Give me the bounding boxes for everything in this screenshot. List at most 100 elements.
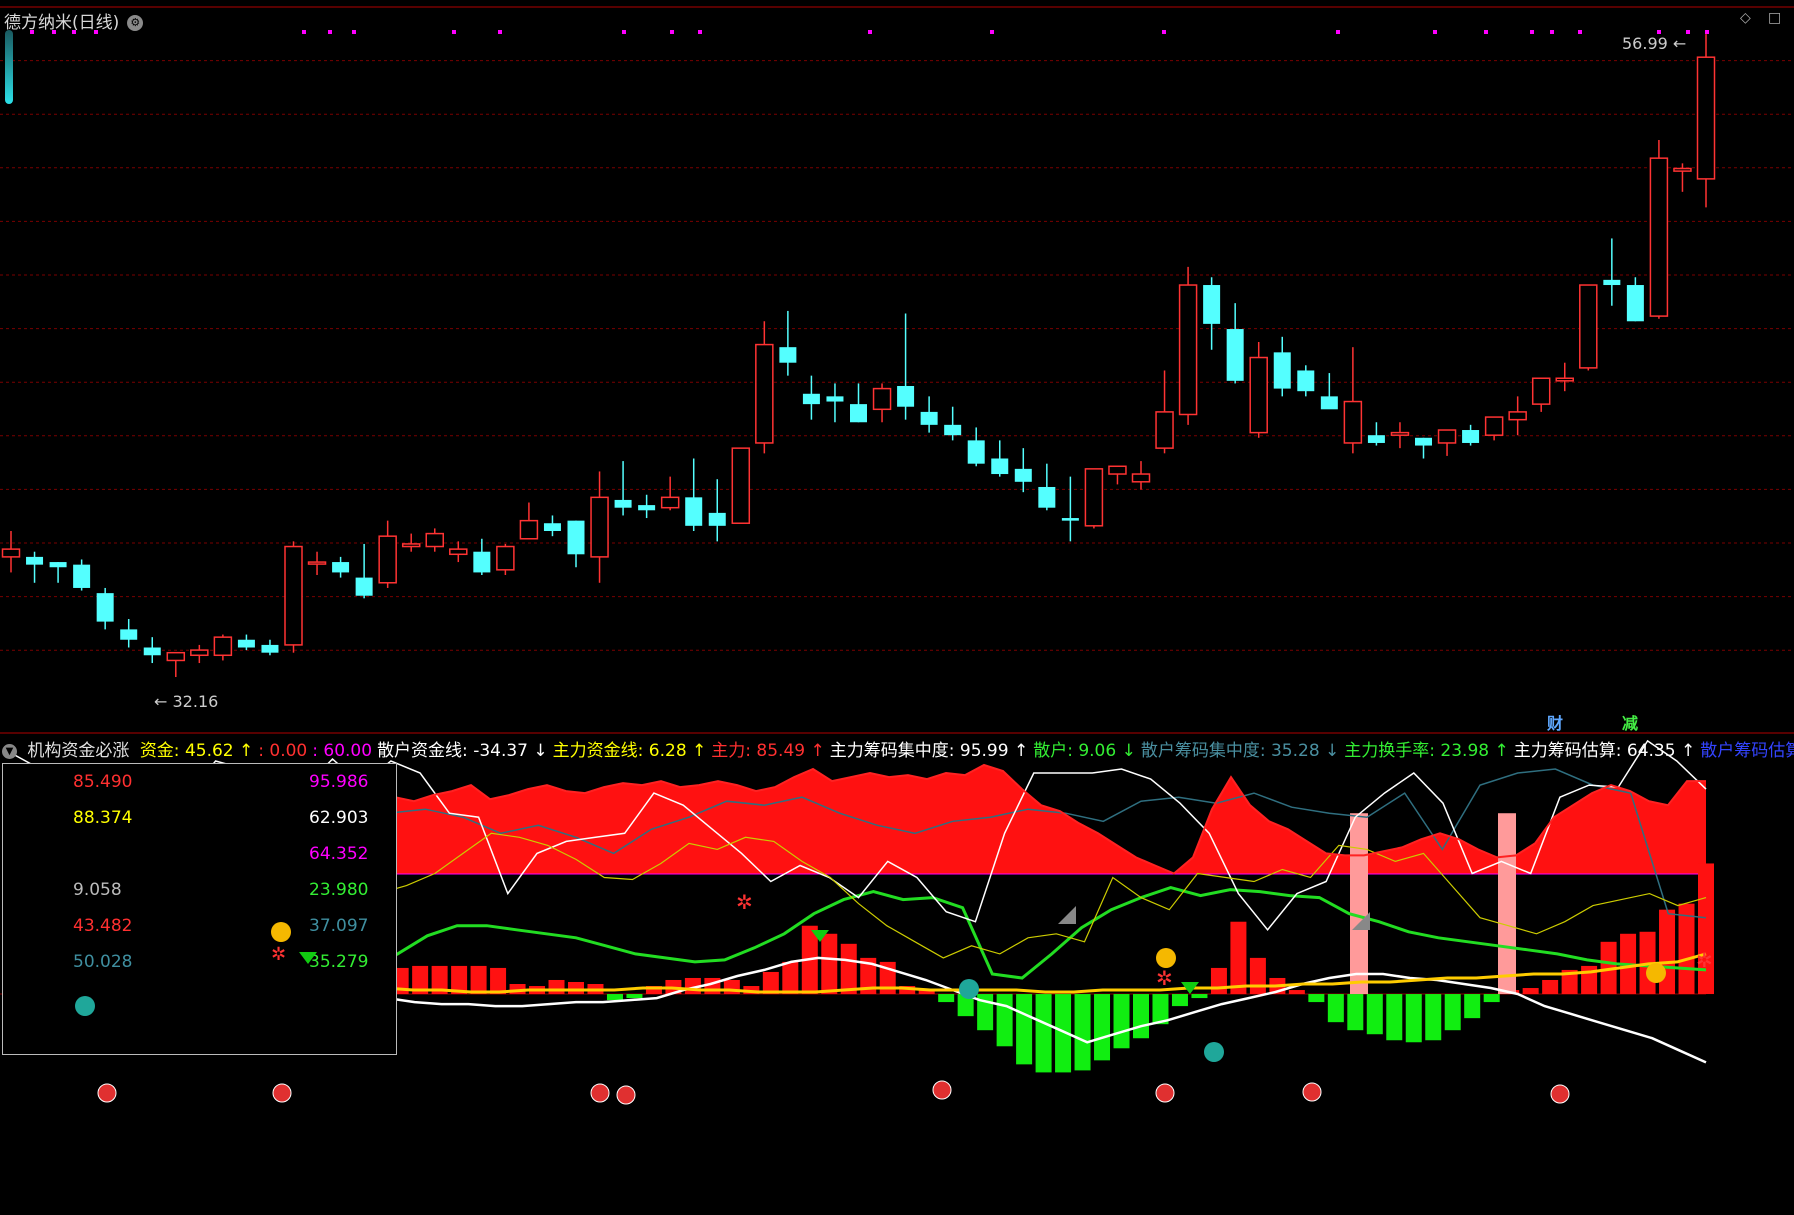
candle-body xyxy=(826,396,844,402)
sell-buy-marker xyxy=(932,1080,952,1100)
candle-body xyxy=(802,393,820,405)
down-signal-icon xyxy=(75,996,95,1016)
gear-icon[interactable]: ⚙ xyxy=(127,15,144,31)
fund-bar xyxy=(1678,903,1695,995)
candle-body xyxy=(213,636,233,657)
signal-markers: ✲ ✲ ✲ xyxy=(97,890,1713,1105)
fund-bar xyxy=(1152,994,1169,1025)
candle-body xyxy=(1038,486,1056,508)
finance-tag[interactable]: 财 xyxy=(1547,714,1564,733)
candle-body xyxy=(1131,473,1151,483)
indicator-field-3: 散户资金线: -34.37 ↓ xyxy=(377,741,548,761)
up-signal-icon xyxy=(271,922,291,942)
fund-bar xyxy=(1698,863,1714,995)
indicator-field-8: 散户筹码集中度: 35.28 ↓ xyxy=(1140,741,1340,761)
fund-bar xyxy=(1386,994,1403,1041)
candle-body xyxy=(1249,356,1268,434)
signal-dot xyxy=(1336,30,1340,34)
collapse-icon[interactable]: ▼ xyxy=(2,743,17,759)
candle-body xyxy=(614,499,632,508)
readout-right-5: 35.279 xyxy=(309,952,369,972)
value-readout-panel: 85.490 88.374 9.058 43.482 50.028 95.986 62.9… xyxy=(2,763,397,1055)
up-signal-icon xyxy=(1156,948,1176,968)
candle-body xyxy=(425,532,444,548)
candle-body xyxy=(920,411,938,425)
fund-bar xyxy=(1016,994,1033,1065)
signal-dot xyxy=(72,30,76,34)
sell-buy-marker xyxy=(616,1085,636,1105)
signal-dot xyxy=(1578,30,1582,34)
butterfly-icon: ✲ xyxy=(736,890,753,914)
candle-body xyxy=(638,505,656,511)
readout-right-1: 62.903 xyxy=(309,808,369,828)
candle-body xyxy=(1155,411,1174,449)
signal-dot xyxy=(622,30,626,34)
readout-right-3: 23.980 xyxy=(309,880,369,900)
fund-bar xyxy=(451,965,468,995)
chart-title: 德方纳米(日线) ⚙ xyxy=(4,8,144,33)
fund-bar xyxy=(957,994,974,1017)
readout-left-1: 88.374 xyxy=(73,808,133,828)
indicator-field-2: : 60.00 xyxy=(312,741,373,761)
candle-body xyxy=(237,639,255,648)
fund-bar xyxy=(412,965,429,995)
signal-dot xyxy=(498,30,502,34)
down-signal-icon xyxy=(1204,1042,1224,1062)
candle-body xyxy=(1462,430,1480,443)
candle-body xyxy=(779,347,797,363)
signal-dot xyxy=(352,30,356,34)
volume-scroll-indicator[interactable] xyxy=(5,30,13,104)
readout-right-4: 37.097 xyxy=(309,916,369,936)
readout-right-2: 64.352 xyxy=(309,844,369,864)
fund-bar xyxy=(1133,994,1149,1039)
candle-body xyxy=(1531,377,1551,405)
fund-bar xyxy=(938,994,955,1003)
signal-dot xyxy=(698,30,702,34)
candle-body xyxy=(1203,285,1221,324)
candle-body xyxy=(1437,429,1457,444)
down-triangle-icon xyxy=(1181,982,1199,994)
sell-buy-marker xyxy=(1302,1082,1322,1102)
indicator-name[interactable]: 机构资金必涨 xyxy=(27,741,130,761)
indicator-field-4: 主力资金线: 6.28 ↑ xyxy=(552,741,707,761)
fund-bar xyxy=(626,994,643,999)
fund-bar xyxy=(743,986,760,995)
signal-dot xyxy=(452,30,456,34)
fund-bar xyxy=(509,984,526,995)
candle-body xyxy=(850,404,867,423)
signal-dot xyxy=(52,30,56,34)
reduce-tag[interactable]: 减 xyxy=(1622,714,1639,733)
fund-bar xyxy=(1210,967,1227,995)
fund-bar xyxy=(1074,994,1091,1071)
sell-buy-marker xyxy=(590,1083,610,1103)
signal-dot xyxy=(302,30,306,34)
fund-bar xyxy=(1288,990,1305,995)
candle-body xyxy=(1649,157,1669,317)
signal-dot xyxy=(1686,30,1690,34)
fund-bar xyxy=(1600,941,1617,995)
fund-bar xyxy=(1035,994,1052,1073)
fund-bar xyxy=(1347,994,1364,1031)
fund-bar xyxy=(918,990,935,995)
candle-body xyxy=(1603,279,1621,286)
signal-dot xyxy=(94,30,98,34)
signal-dot xyxy=(1550,30,1554,34)
grey-flag-icon xyxy=(1058,906,1076,924)
candle-body xyxy=(1273,352,1291,389)
maximize-icon[interactable]: □ xyxy=(1768,10,1782,26)
fund-bar xyxy=(1561,969,1578,995)
candle-body xyxy=(590,496,609,558)
restore-icon[interactable]: ◇ xyxy=(1740,10,1751,26)
indicator-field-10: 主力筹码估算: 64.35 ↑ xyxy=(1513,741,1696,761)
fund-bar xyxy=(1327,994,1344,1023)
fund-bar xyxy=(1366,994,1383,1035)
fund-bar xyxy=(1249,957,1266,995)
signal-dot xyxy=(1530,30,1534,34)
fund-bar xyxy=(1542,979,1559,995)
signal-dot xyxy=(990,30,994,34)
signal-dot xyxy=(868,30,872,34)
candle-body xyxy=(307,561,327,565)
fund-bar xyxy=(1425,994,1442,1041)
candle-body xyxy=(1108,465,1127,475)
line-主力 xyxy=(394,763,1706,875)
